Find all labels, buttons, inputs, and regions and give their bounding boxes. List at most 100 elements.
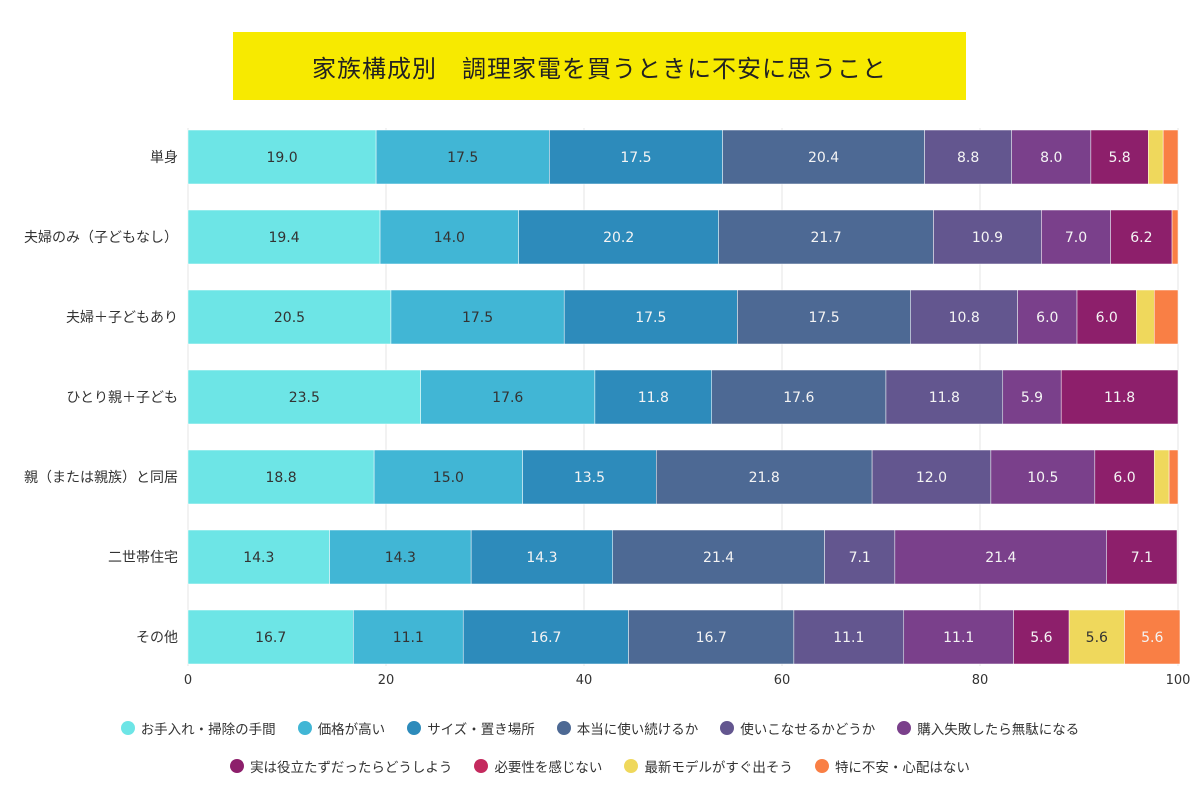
bar-segment — [1094, 449, 1155, 505]
chart-title-box: 家族構成別 調理家電を買うときに不安に思うこと — [233, 32, 966, 100]
bar-segment — [1068, 609, 1125, 665]
data-label: 14.3 — [526, 550, 557, 566]
data-label: 7.1 — [849, 550, 871, 566]
legend-dot-icon — [720, 721, 735, 735]
category-label: 夫婦＋子どもあり — [66, 309, 178, 326]
data-label: 8.8 — [957, 150, 979, 166]
legend-dot-icon — [814, 759, 829, 773]
legend-item[interactable]: 購入失敗したら無駄になる — [897, 718, 1079, 738]
data-label: 6.2 — [1130, 230, 1152, 246]
legend-item[interactable]: 実は役立たずだったらどうしよう — [230, 756, 452, 776]
data-label: 16.7 — [696, 630, 727, 646]
data-label: 7.1 — [1131, 550, 1153, 566]
data-label: 6.0 — [1113, 470, 1135, 486]
data-label: 6.0 — [1036, 310, 1058, 326]
category-label: その他 — [136, 630, 178, 646]
legend-label: 最新モデルがすぐ出そう — [644, 760, 793, 776]
data-label: 21.4 — [703, 550, 734, 566]
legend-row-1: お手入れ・掃除の手間 価格が高い サイズ・置き場所 本当に使い続けるか 使いこなせるかど… — [0, 718, 1200, 738]
bar-segment — [1171, 209, 1179, 265]
legend-item[interactable]: 最新モデルがすぐ出そう — [624, 756, 793, 776]
bar-segment — [628, 609, 795, 665]
legend-item[interactable]: 必要性を感じない — [474, 756, 602, 776]
x-tick-label: 40 — [576, 673, 593, 688]
legend-item[interactable]: 本当に使い続けるか — [556, 718, 699, 738]
bar-segment — [563, 289, 738, 345]
data-label: 10.9 — [972, 230, 1003, 246]
data-label: 17.5 — [808, 310, 839, 326]
bar-segment — [420, 369, 596, 425]
legend-label: 特に不安・心配はない — [834, 760, 970, 776]
bar-segment — [722, 129, 925, 185]
category-label: 単身 — [150, 150, 178, 166]
data-label: 5.8 — [1108, 150, 1130, 166]
legend-item[interactable]: 使いこなせるかどうか — [720, 718, 875, 738]
bar-segment — [470, 529, 613, 585]
bar-segment — [549, 129, 723, 185]
bar-segment — [1060, 369, 1179, 425]
legend-dot-icon — [897, 721, 912, 735]
data-label: 17.5 — [620, 150, 651, 166]
bar-segment — [187, 209, 381, 265]
legend-item[interactable]: 特に不安・心配はない — [814, 756, 970, 776]
legend-row-2: 実は役立たずだったらどうしよう 必要性を感じない 最新モデルがすぐ出そう 特に不安・心… — [0, 756, 1200, 776]
bar-segment — [656, 449, 873, 505]
bar-segment — [1017, 289, 1078, 345]
bar-segment — [373, 449, 523, 505]
bar-segment — [1136, 289, 1155, 345]
data-label: 11.1 — [393, 630, 424, 646]
legend-item[interactable]: 価格が高い — [297, 718, 385, 738]
data-label: 19.0 — [266, 150, 297, 166]
data-label: 15.0 — [433, 470, 464, 486]
legend-item[interactable]: サイズ・置き場所 — [407, 718, 535, 738]
legend-dot-icon — [474, 759, 489, 773]
bar-segment — [1148, 129, 1164, 185]
bar-segment — [518, 209, 719, 265]
bar-segment — [390, 289, 565, 345]
bar-segment — [903, 609, 1014, 665]
data-label: 5.9 — [1021, 390, 1043, 406]
data-label: 17.5 — [447, 150, 478, 166]
data-label: 11.1 — [943, 630, 974, 646]
bar-segment — [375, 129, 550, 185]
x-tick-label: 0 — [184, 673, 192, 688]
data-label: 11.8 — [1104, 390, 1135, 406]
data-label: 13.5 — [574, 470, 605, 486]
bar-segment — [187, 449, 375, 505]
data-label: 21.4 — [985, 550, 1016, 566]
data-label: 5.6 — [1086, 630, 1108, 646]
data-label: 5.6 — [1141, 630, 1163, 646]
bar-segment — [1090, 129, 1149, 185]
legend-item[interactable]: お手入れ・掃除の手間 — [120, 718, 276, 738]
bar-segment — [379, 209, 519, 265]
bar-segment — [1153, 289, 1179, 345]
data-label: 8.0 — [1040, 150, 1062, 166]
bar-segment — [910, 289, 1018, 345]
bar-segment — [933, 209, 1042, 265]
bar-segment — [718, 209, 934, 265]
bar-segment — [1011, 129, 1092, 185]
data-label: 23.5 — [289, 390, 320, 406]
chart-title: 家族構成別 調理家電を買うときに不安に思うこと — [312, 54, 887, 83]
category-label: ひとり親＋子ども — [66, 390, 178, 406]
data-label: 20.2 — [603, 230, 634, 246]
x-tick-label: 80 — [972, 673, 989, 688]
data-label: 20.5 — [274, 310, 305, 326]
legend-dot-icon — [556, 721, 571, 735]
bar-segment — [522, 449, 657, 505]
stacked-bar-chart: 0 20 40 60 80 100 単身 19.0 17.5 17.5 20.4 8.8 8.0 5.8 夫… — [24, 128, 1190, 688]
bar-segment — [924, 129, 1012, 185]
bar-segment — [187, 289, 392, 345]
data-label: 17.5 — [635, 310, 666, 326]
legend-label: 実は役立たずだったらどうしよう — [250, 760, 453, 776]
legend-label: 購入失敗したら無駄になる — [917, 722, 1080, 738]
bar-segment — [594, 369, 712, 425]
data-label: 7.0 — [1065, 230, 1087, 246]
data-label: 17.5 — [462, 310, 493, 326]
bar-segment — [1002, 369, 1062, 425]
legend-label: 使いこなせるかどうか — [740, 722, 876, 738]
legend-label: 本当に使い続けるか — [576, 722, 699, 738]
legend-dot-icon — [624, 759, 639, 773]
data-label: 19.4 — [268, 230, 299, 246]
bar-segment — [1124, 609, 1181, 665]
